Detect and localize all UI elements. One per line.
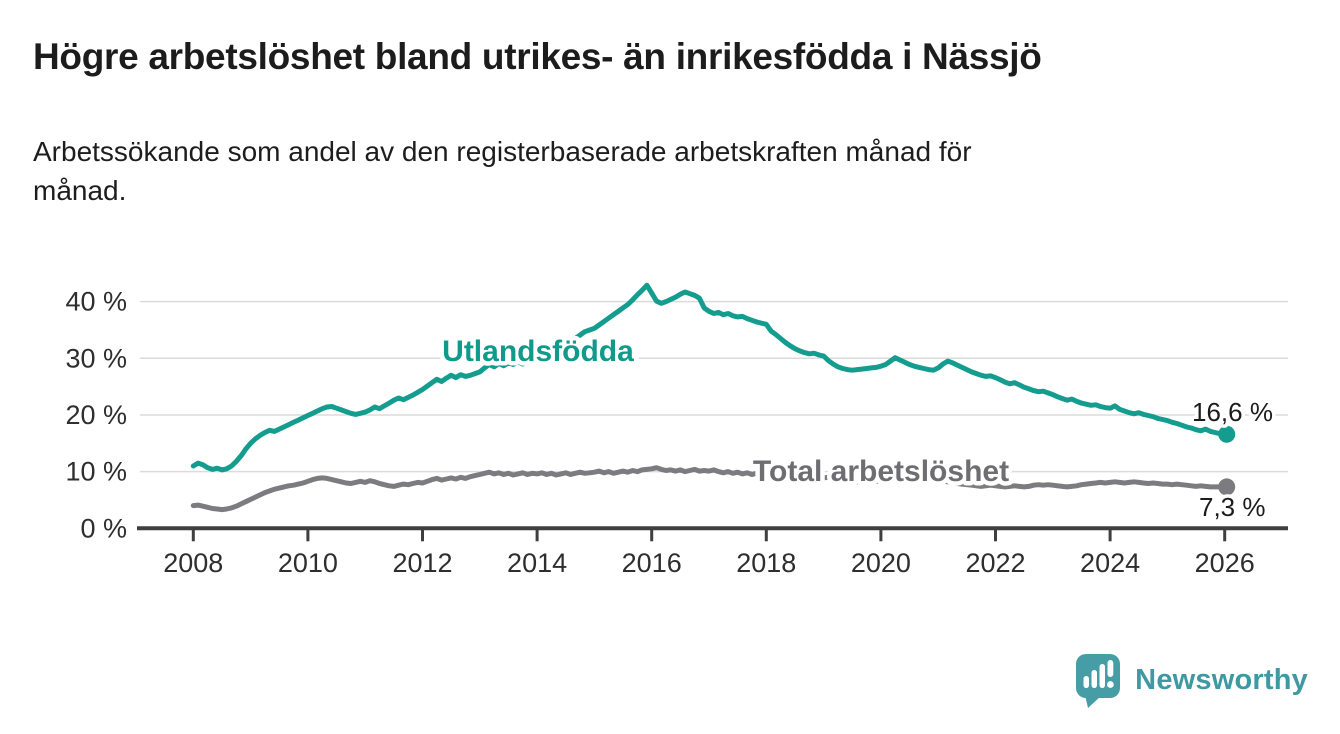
series-label-utlandsfodda: Utlandsfödda — [442, 335, 634, 368]
x-tick-label: 2016 — [622, 548, 682, 578]
x-tick-label: 2026 — [1195, 548, 1255, 578]
x-tick-label: 2010 — [278, 548, 338, 578]
x-tick-label: 2020 — [851, 548, 911, 578]
chart-title: Högre arbetslöshet bland utrikes- än inr… — [33, 36, 1042, 77]
newsworthy-logo-text: Newsworthy — [1135, 664, 1308, 696]
x-tick-label: 2018 — [736, 548, 796, 578]
x-tick-label: 2022 — [965, 548, 1025, 578]
x-tick-label: 2024 — [1080, 548, 1140, 578]
series-label-total: Total arbetslöshet — [753, 455, 1009, 488]
series-line-total — [190, 465, 1228, 513]
series-end-dot — [1218, 425, 1236, 443]
series-end-value: 7,3 % — [1199, 492, 1266, 522]
y-tick-label: 20 % — [65, 400, 127, 430]
y-tick-label: 0 % — [80, 513, 127, 543]
y-tick-label: 30 % — [65, 343, 127, 373]
x-tick-label: 2014 — [507, 548, 567, 578]
x-tick-label: 2012 — [392, 548, 452, 578]
y-tick-label: 40 % — [65, 287, 127, 317]
series-line-utlandsfodda — [190, 282, 1228, 473]
y-tick-label: 10 % — [65, 457, 127, 487]
series-end-value: 16,6 % — [1192, 397, 1273, 427]
newsworthy-logo: Newsworthy — [1075, 653, 1308, 708]
chart-subtitle: Arbetssökande som andel av den registerb… — [33, 136, 972, 206]
x-tick-label: 2008 — [163, 548, 223, 578]
series-end-dot — [1218, 478, 1236, 496]
newsworthy-logo-icon — [1076, 654, 1121, 708]
